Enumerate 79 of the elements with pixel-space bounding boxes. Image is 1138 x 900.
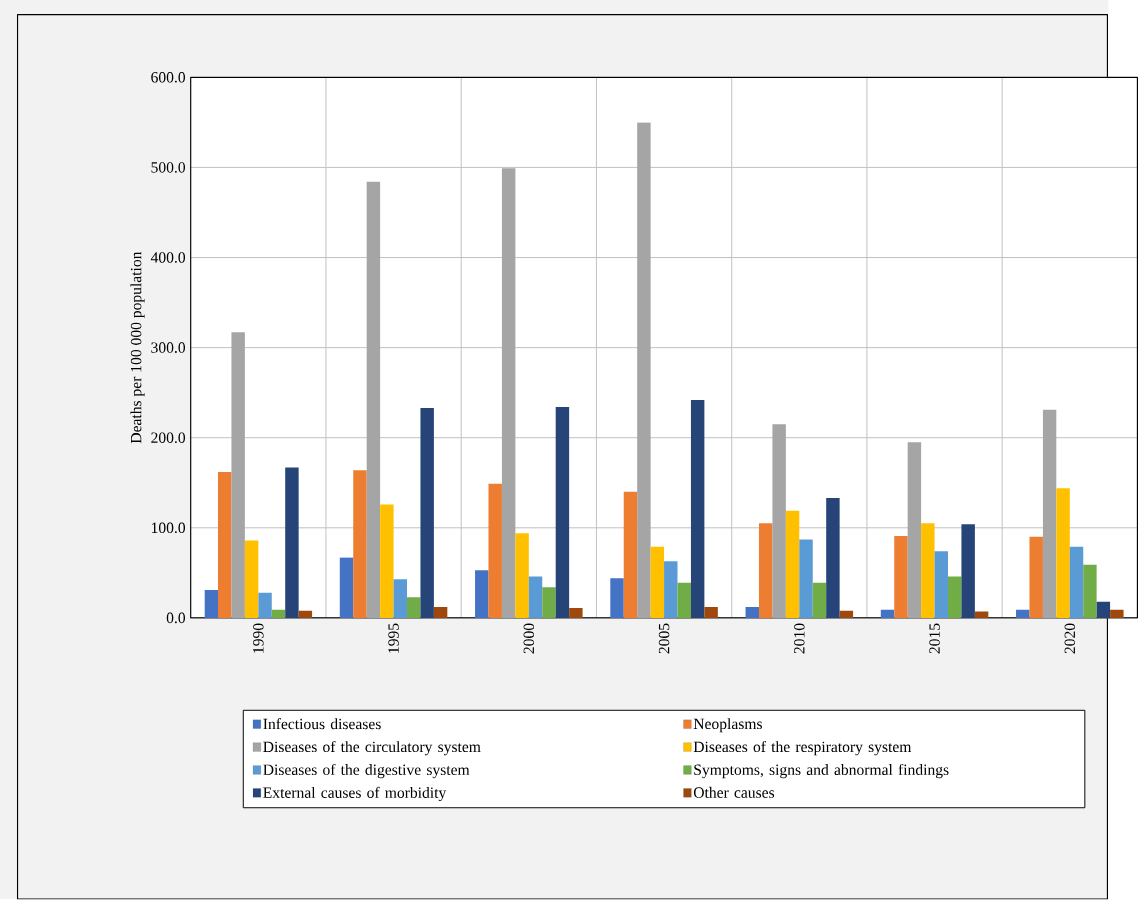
x-tick-label: 1990 xyxy=(253,623,264,653)
bar xyxy=(285,467,299,619)
legend-label: Diseases of the digestive system xyxy=(263,764,470,779)
bar xyxy=(894,536,908,619)
bar xyxy=(555,407,570,619)
bar xyxy=(650,546,665,619)
bar xyxy=(204,590,218,619)
bar xyxy=(758,523,773,619)
bar xyxy=(880,610,895,619)
x-tick-label: 2005 xyxy=(658,623,670,654)
bar xyxy=(1110,610,1124,619)
bar xyxy=(677,582,691,619)
bar xyxy=(528,576,543,619)
bar xyxy=(637,122,651,619)
bar xyxy=(907,442,922,619)
bar xyxy=(948,576,962,619)
bar xyxy=(339,557,354,619)
x-tick-label: 2010 xyxy=(794,623,805,654)
x-tick-label: 2000 xyxy=(523,623,535,654)
y-tick-label: 100.0 xyxy=(151,522,186,534)
bar xyxy=(258,592,272,619)
y-tick-label: 500.0 xyxy=(151,162,186,173)
bar xyxy=(1016,610,1030,619)
bar xyxy=(353,470,367,619)
bar xyxy=(420,408,434,619)
y-tick-label: 600.0 xyxy=(151,72,186,83)
bar xyxy=(1029,537,1043,619)
bar xyxy=(690,400,705,619)
bar xyxy=(1083,564,1097,619)
y-tick-label: 200.0 xyxy=(151,432,186,444)
legend-label: Diseases of the circulatory system xyxy=(263,741,481,756)
bar xyxy=(393,579,408,619)
bar xyxy=(488,483,502,619)
bar xyxy=(231,332,245,619)
bar xyxy=(366,182,381,619)
bar xyxy=(433,607,448,619)
bar xyxy=(380,504,394,619)
bar xyxy=(961,524,975,619)
legend-label: Neoplasms xyxy=(693,718,762,733)
legend-label: Other causes xyxy=(693,787,775,799)
bar xyxy=(569,608,583,619)
bar xyxy=(934,551,948,619)
legend-label: Infectious diseases xyxy=(263,718,381,730)
x-tick-label: 2015 xyxy=(929,623,940,654)
bar xyxy=(542,587,556,619)
bar xyxy=(785,510,800,619)
bar xyxy=(839,610,854,619)
bar xyxy=(298,610,313,619)
legend-label: External causes of morbidity xyxy=(263,787,447,802)
bar xyxy=(664,561,678,619)
y-axis-title: Deaths per 100 000 population xyxy=(130,251,145,444)
bar xyxy=(1042,409,1057,619)
x-tick-label: 2020 xyxy=(1064,623,1076,654)
bar xyxy=(745,607,759,619)
bar xyxy=(271,610,286,619)
bar xyxy=(218,472,232,619)
bar xyxy=(610,578,624,619)
bar xyxy=(704,607,718,619)
y-tick-label: 300.0 xyxy=(151,342,186,354)
bar xyxy=(1056,488,1070,619)
bar xyxy=(1096,601,1111,619)
bar xyxy=(772,424,786,619)
y-tick-label: 400.0 xyxy=(150,252,186,264)
bar xyxy=(501,168,516,619)
bar xyxy=(921,523,935,619)
y-tick-label: 0.0 xyxy=(166,612,186,624)
bar xyxy=(826,498,840,619)
bar xyxy=(407,597,421,619)
legend-label: Diseases of the respiratory system xyxy=(693,741,912,756)
legend-label: Symptoms, signs and abnormal findings xyxy=(694,764,949,779)
bar xyxy=(244,540,259,619)
bar xyxy=(799,539,813,619)
bar xyxy=(623,491,638,619)
bar xyxy=(515,533,529,619)
bar xyxy=(812,582,827,619)
x-tick-label: 1995 xyxy=(388,623,399,653)
bar xyxy=(1069,546,1084,619)
bar xyxy=(974,611,989,619)
bar xyxy=(475,570,489,619)
